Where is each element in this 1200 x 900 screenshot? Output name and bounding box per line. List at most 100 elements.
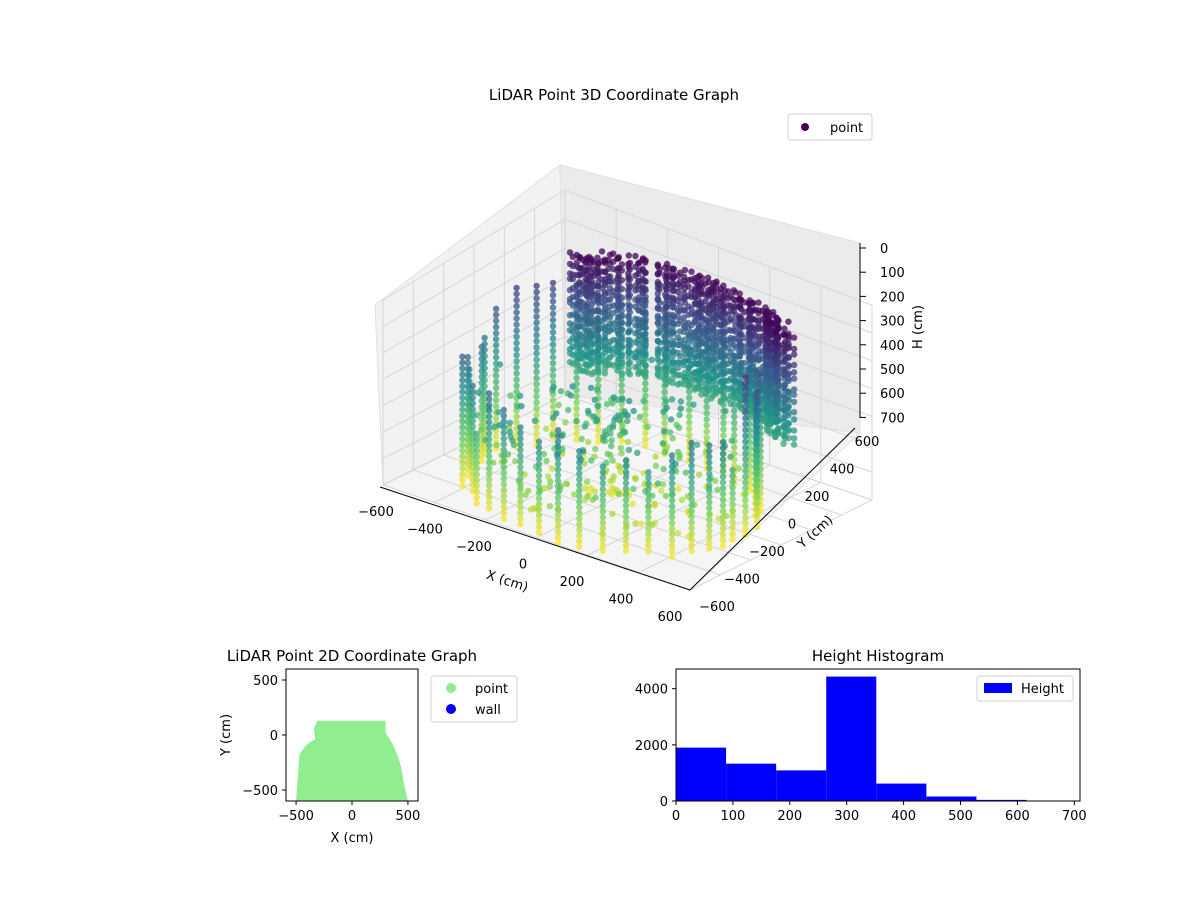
lidar-point	[706, 522, 713, 529]
lidar-point	[576, 459, 583, 466]
lidar-point	[754, 506, 761, 513]
lidar-point	[500, 469, 507, 477]
lidar-point	[601, 258, 609, 265]
lidar-point	[652, 453, 659, 460]
lidar-point	[513, 413, 520, 420]
lidar-point	[656, 286, 663, 293]
lidar-point	[717, 348, 724, 355]
lidar-point	[601, 282, 609, 289]
lidar-point	[685, 283, 692, 290]
lidar-point	[674, 372, 682, 379]
lidar-point	[549, 372, 557, 379]
lidar-point	[780, 406, 787, 413]
lidar-point	[668, 531, 676, 538]
lidar-point	[573, 424, 580, 431]
lidar-point	[772, 433, 779, 441]
legend-3d-marker	[801, 123, 809, 131]
lidar-point	[702, 291, 709, 298]
lidar-point	[706, 533, 713, 540]
lidar-point	[546, 483, 553, 490]
lidar-point	[685, 292, 692, 300]
lidar-point	[706, 482, 713, 489]
histogram-bar	[926, 796, 977, 801]
lidar-point	[691, 300, 698, 307]
lidar-point	[573, 411, 580, 419]
lidar-point	[576, 515, 583, 522]
lidar-point	[595, 292, 602, 300]
lidar-point	[719, 439, 727, 446]
lidar-point	[464, 460, 471, 467]
lidar-point	[616, 464, 624, 471]
lidar-point	[478, 379, 485, 387]
lidar-point	[599, 480, 606, 487]
lidar-point	[618, 360, 626, 367]
lidar-point	[676, 302, 684, 310]
lidar-point	[576, 487, 583, 494]
lidar-point	[459, 453, 466, 460]
lidar-point	[622, 463, 630, 470]
lidar-point	[702, 331, 709, 338]
lidar-point	[668, 474, 676, 482]
lidar-point	[688, 445, 695, 452]
lidar-point	[668, 553, 676, 561]
lidar-point	[464, 353, 471, 361]
lidar-point	[595, 368, 602, 375]
lidar-point	[622, 513, 630, 521]
lidar-point	[686, 431, 693, 439]
lidar-point	[485, 482, 493, 489]
grid-3d	[382, 189, 873, 591]
lidar-point	[719, 496, 727, 503]
z-tick-label: 100	[880, 266, 905, 281]
lidar-point	[729, 507, 736, 514]
grid-line-h	[382, 189, 873, 306]
lidar-point	[608, 442, 615, 450]
lidar-point	[729, 478, 736, 485]
lidar-point	[742, 409, 749, 416]
lidar-point	[577, 280, 584, 287]
lidar-point	[599, 508, 606, 515]
point-cloud-3d	[459, 248, 798, 561]
lidar-point	[731, 401, 738, 408]
lidar-point	[517, 435, 524, 442]
lidar-point	[582, 340, 589, 347]
lidar-point	[459, 412, 466, 419]
lidar-point	[674, 272, 682, 279]
lidar-point	[669, 329, 676, 336]
lidar-point	[533, 399, 540, 406]
lidar-point	[742, 496, 749, 504]
lidar-point	[685, 357, 692, 364]
y-tick-label-hist: 0	[660, 795, 668, 810]
lidar-point	[674, 364, 682, 372]
lidar-point	[772, 397, 779, 404]
lidar-point	[464, 359, 471, 367]
lidar-point	[601, 349, 609, 356]
lidar-point	[509, 437, 516, 444]
lidar-point	[500, 418, 507, 425]
lidar-point	[674, 288, 682, 296]
lidar-point	[576, 448, 583, 455]
lidar-point	[681, 336, 689, 343]
lidar-point	[785, 318, 792, 325]
lidar-point	[754, 512, 761, 519]
lidar-point	[569, 322, 576, 329]
y-tick-label-3d: −600	[699, 600, 735, 615]
lidar-point	[635, 359, 643, 366]
lidar-point	[622, 468, 630, 475]
lidar-point	[478, 397, 485, 405]
lidar-point	[492, 415, 500, 422]
lidar-point	[492, 336, 500, 343]
lidar-point	[686, 425, 693, 432]
lidar-point	[708, 307, 715, 314]
lidar-point	[473, 500, 480, 507]
lidar-point	[772, 418, 779, 425]
lidar-point	[492, 342, 500, 349]
lidar-point	[485, 396, 493, 403]
lidar-point	[685, 331, 692, 338]
lidar-point	[754, 465, 761, 472]
lidar-point	[582, 327, 589, 334]
lidar-point	[729, 519, 736, 526]
lidar-point	[549, 329, 557, 336]
lidar-point	[691, 369, 698, 376]
lidar-point	[738, 331, 745, 338]
lidar-point	[518, 403, 525, 410]
